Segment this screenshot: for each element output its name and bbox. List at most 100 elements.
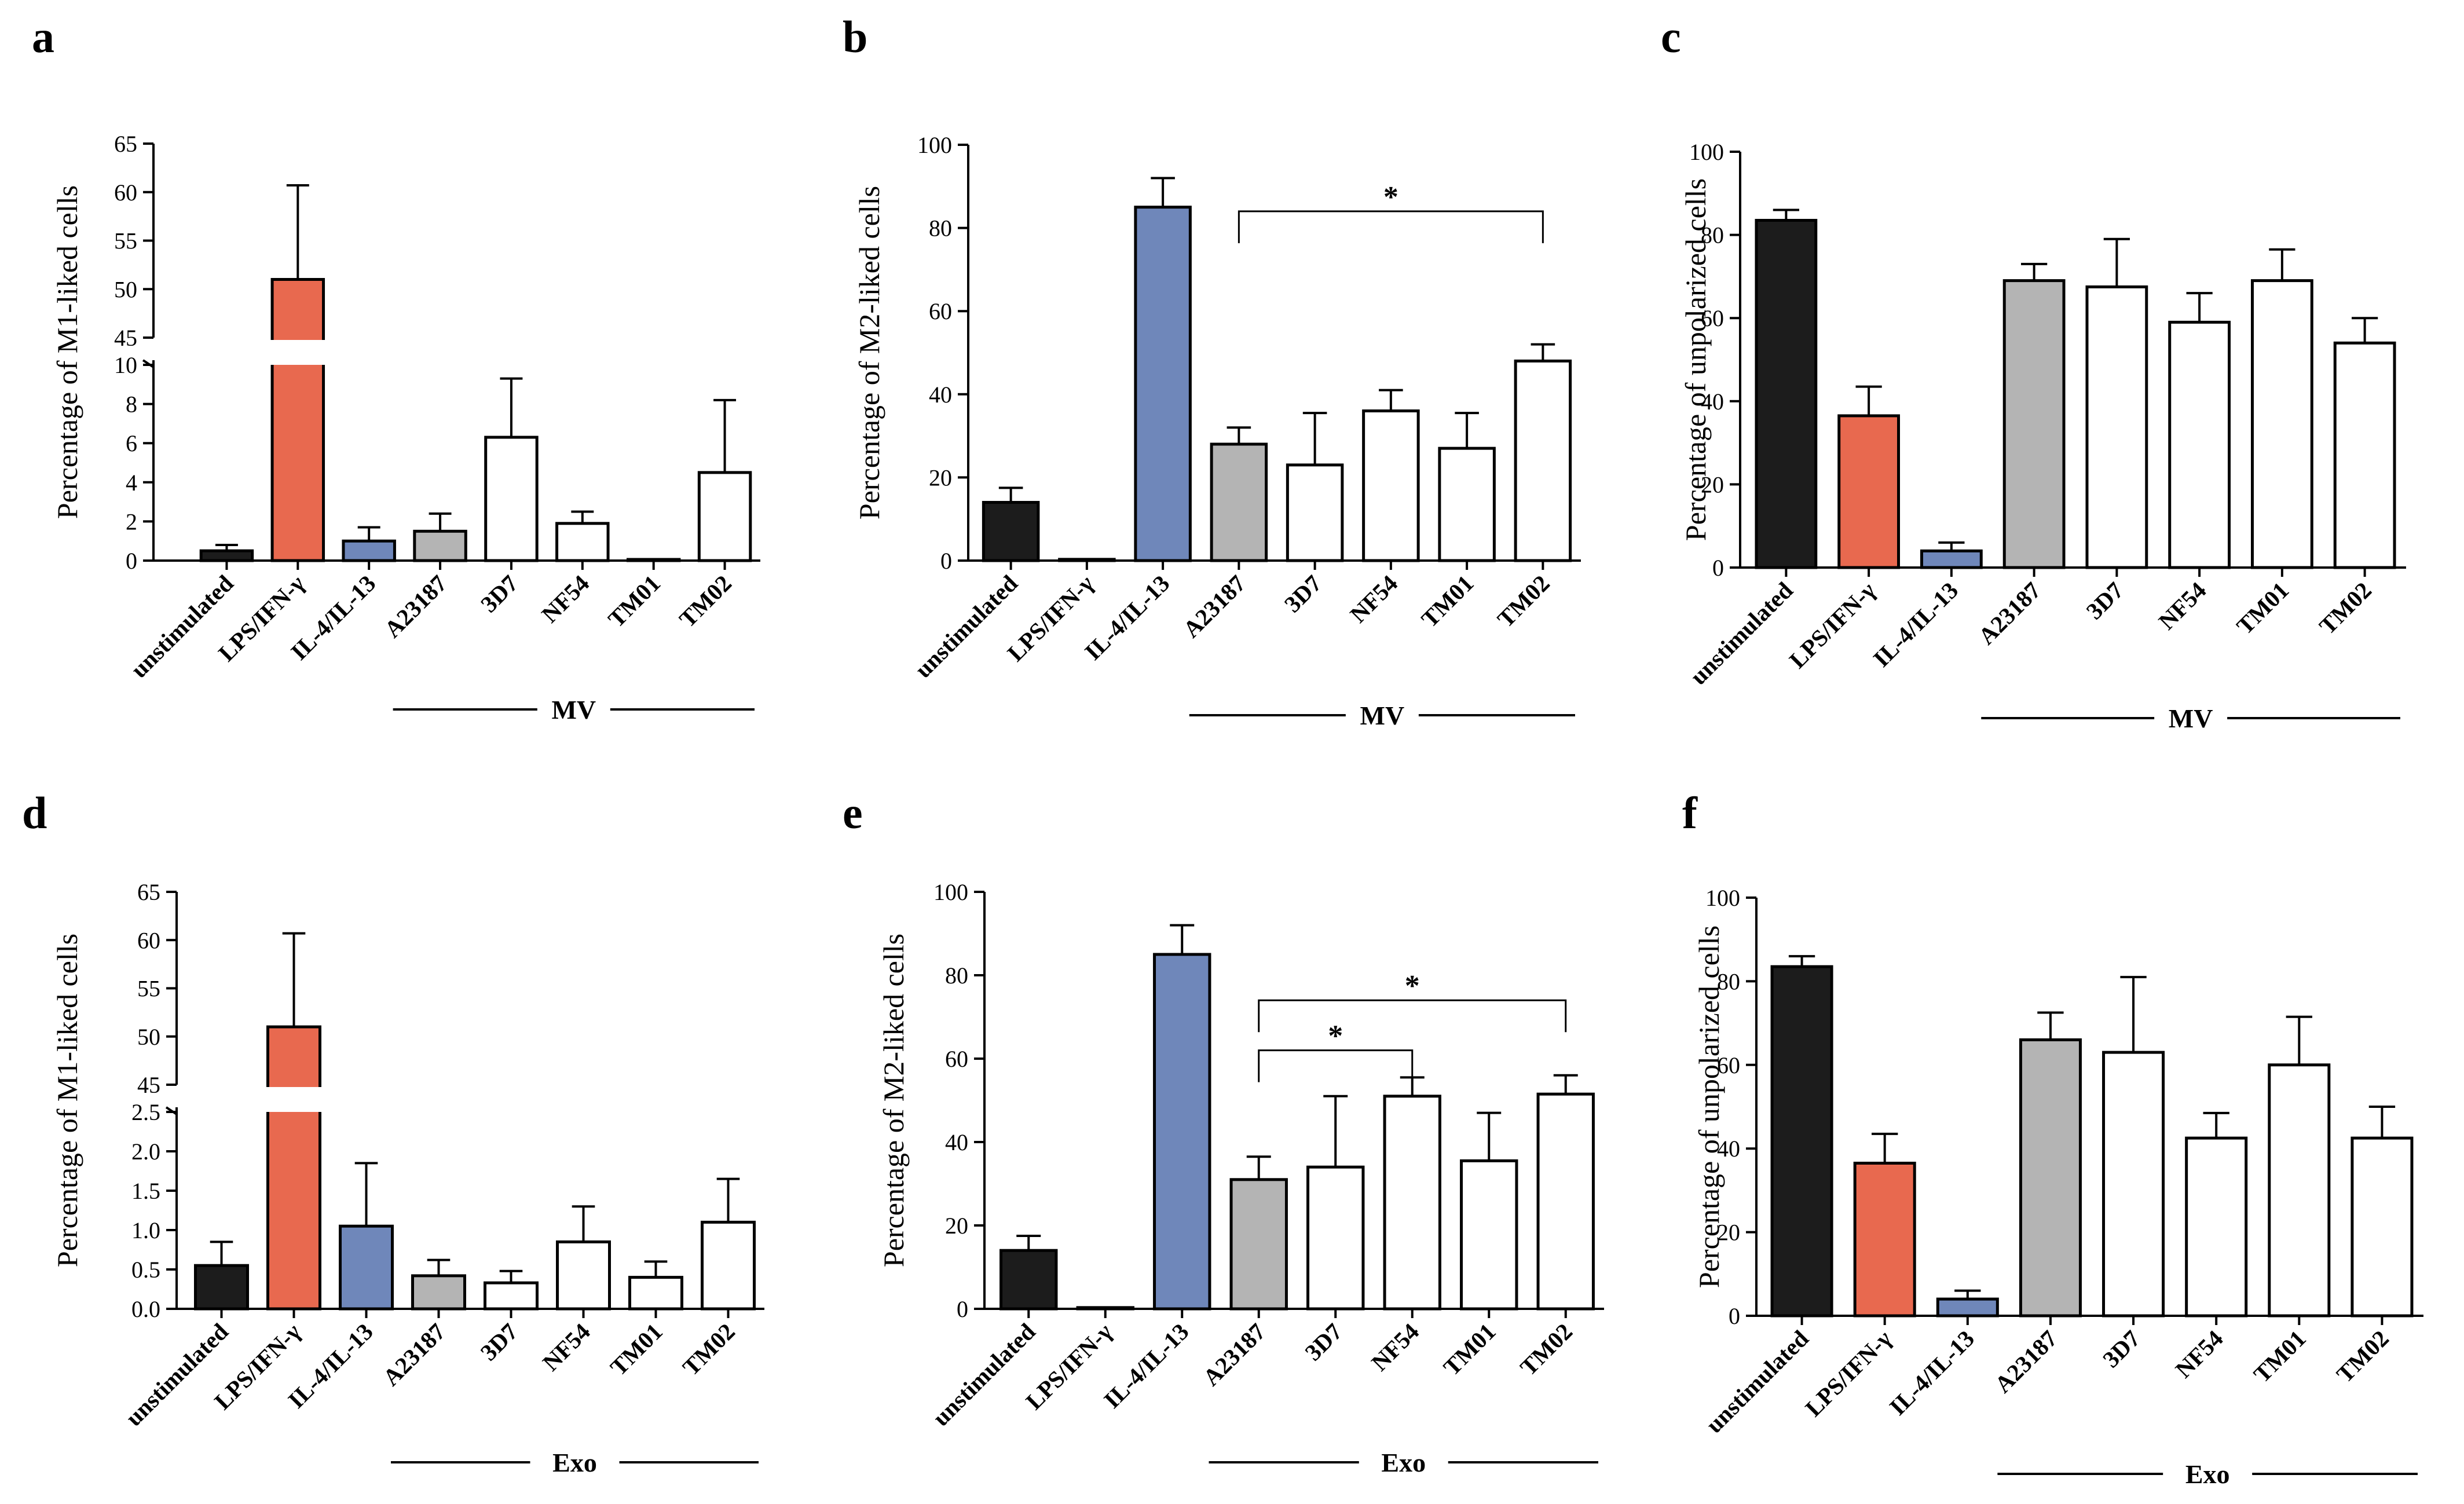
y-tick-label: 20	[1701, 471, 1724, 497]
y-axis-title: Percentage of unpolarized cells	[1693, 925, 1725, 1288]
panel-label: c	[1661, 12, 1681, 62]
panel-b: b Percentage of M2-liked cells 0 20 40 60 80 10…	[843, 12, 1581, 730]
y-tick-label: 80	[945, 963, 968, 989]
category-label: A23187	[378, 1318, 451, 1391]
y-tick-label: 60	[1701, 305, 1724, 331]
category-label: 3D7	[2097, 1325, 2145, 1373]
axis-break-gap	[264, 1087, 324, 1112]
bar-LPS/IFN-γ	[1076, 1306, 1134, 1311]
bar-3D7	[1286, 463, 1344, 562]
y-tick-label: 6	[126, 430, 137, 456]
bar-unstimulated	[1755, 218, 1818, 569]
y-tick-label: 65	[114, 131, 137, 157]
panel-d: d Percentage of M1-liked cells 45 50 55 60 65 0…	[22, 788, 764, 1477]
category-label: 3D7	[475, 570, 523, 617]
bar-LPS/IFN-γ	[1058, 558, 1116, 562]
significance-star: *	[1405, 969, 1420, 1002]
bar-TM02	[2350, 1136, 2414, 1318]
category-label: TM01	[603, 570, 665, 632]
y-tick-label: 40	[929, 382, 952, 408]
category-label: NF54	[2170, 1325, 2228, 1383]
y-axis-title: Percentage of M2-liked cells	[877, 934, 910, 1267]
y-tick-label: 0.0	[131, 1296, 160, 1322]
y-tick-label: 1.5	[131, 1178, 160, 1204]
panel-label: a	[32, 12, 54, 62]
y-tick-label: 60	[1717, 1052, 1740, 1078]
category-label: unstimulated	[126, 570, 239, 683]
y-tick-label: 60	[945, 1046, 968, 1072]
y-tick-label: 20	[1717, 1220, 1740, 1246]
y-tick-label: 100	[1705, 885, 1740, 911]
bar-LPS/IFN-γ	[1853, 1161, 1916, 1318]
panel-label: d	[22, 788, 47, 838]
category-label: A23187	[1178, 570, 1251, 643]
bar-IL-4/IL-13	[1153, 953, 1211, 1311]
bar-LPS/IFN-γ	[266, 1025, 321, 1311]
bar-TM01	[628, 1276, 683, 1311]
bar-IL-4/IL-13	[1134, 206, 1192, 562]
y-tick-label: 45	[114, 325, 137, 351]
bar-unstimulated	[1770, 965, 1833, 1318]
y-tick-label: 0	[957, 1296, 968, 1322]
y-tick-label: 20	[945, 1213, 968, 1239]
bar-3D7	[484, 1281, 539, 1311]
bar-TM02	[2333, 341, 2396, 569]
category-label: TM01	[2231, 577, 2294, 639]
category-label: TM01	[605, 1318, 668, 1381]
y-tick-label: 80	[1701, 222, 1724, 248]
bar-TM01	[2268, 1063, 2331, 1318]
group-label-text: Exo	[1381, 1448, 1426, 1477]
panel-label: b	[843, 12, 867, 62]
category-label: unstimulated	[120, 1318, 233, 1431]
y-tick-label: 1.0	[131, 1217, 160, 1243]
bar-TM02	[1536, 1092, 1595, 1311]
y-axis: 0 20 40 60 80 100	[1705, 885, 1758, 1329]
bar-A23187	[2019, 1038, 2082, 1318]
bar-NF54	[1362, 409, 1420, 562]
category-label: TM02	[1492, 570, 1555, 632]
y-tick-label: 60	[929, 298, 952, 324]
group-label-text: MV	[1360, 701, 1405, 730]
bar-IL-4/IL-13	[339, 1224, 394, 1311]
category-label: IL-4/IL-13	[1868, 577, 1964, 672]
group-label: MV	[1189, 701, 1575, 730]
category-label: 3D7	[2081, 577, 2128, 624]
group-label-text: Exo	[2185, 1459, 2230, 1489]
category-label: TM01	[1416, 570, 1478, 632]
y-axis: 0 20 40 60 80 100	[933, 879, 986, 1322]
bar-TM02	[1514, 359, 1572, 562]
group-label: MV	[1981, 704, 2400, 733]
bar-A23187	[2002, 279, 2066, 569]
category-label: TM02	[2314, 577, 2377, 639]
bar-A23187	[413, 529, 467, 562]
y-tick-label: 55	[137, 976, 160, 1002]
panel-e: e Percentage of M2-liked cells 0 20 40 60 80 10…	[843, 788, 1604, 1477]
bar-NF54	[2185, 1136, 2248, 1318]
y-tick-label: 0	[1729, 1303, 1740, 1329]
bar-IL-4/IL-13	[1936, 1297, 1999, 1318]
significance-bracket: *	[1258, 969, 1567, 1033]
bar-A23187	[1210, 442, 1268, 562]
y-tick-label: 2	[126, 508, 137, 535]
y-axis-title: Percentage of M1-liked cells	[51, 185, 83, 519]
bar-LPS/IFN-γ	[270, 278, 325, 562]
bar-TM01	[2250, 279, 2313, 569]
y-tick-label: 45	[137, 1072, 160, 1098]
y-tick-label: 80	[929, 215, 952, 241]
category-label: TM01	[2248, 1325, 2311, 1388]
y-tick-label: 0	[940, 548, 952, 574]
category-label: 3D7	[1299, 1318, 1347, 1366]
y-axis: 45 50 55 60 65 0 2 4 6 8 10	[114, 131, 155, 574]
significance-star: *	[1328, 1020, 1343, 1053]
category-label: A23187	[1989, 1325, 2062, 1398]
y-tick-label: 4	[126, 470, 137, 496]
y-tick-label: 0	[1712, 555, 1724, 581]
y-axis-title: Percentage of M1-liked cells	[51, 934, 83, 1267]
bar-3D7	[2102, 1051, 2165, 1318]
y-tick-label: 100	[917, 132, 952, 158]
y-tick-label: 55	[114, 228, 137, 254]
significance-star: *	[1383, 181, 1398, 214]
significance-bracket: *	[1258, 1020, 1414, 1082]
bar-NF54	[2168, 320, 2231, 569]
